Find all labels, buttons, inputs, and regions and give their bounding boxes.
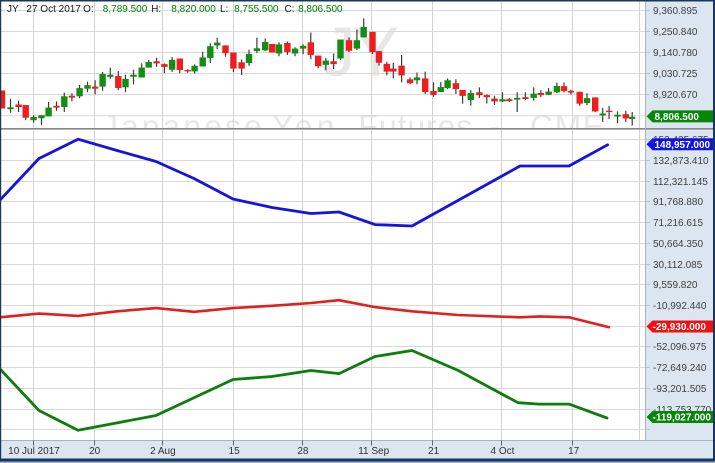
svg-text:-52,096.975: -52,096.975	[653, 342, 707, 353]
svg-text:-72,649.240: -72,649.240	[653, 363, 707, 374]
svg-text:21: 21	[428, 446, 440, 457]
svg-text:H:: H:	[151, 4, 161, 15]
svg-text:JY: JY	[7, 4, 19, 15]
svg-text:9,140.780: 9,140.780	[653, 48, 698, 59]
svg-text:-10,992.440: -10,992.440	[653, 301, 707, 312]
svg-text:8,820.000: 8,820.000	[171, 4, 216, 15]
svg-text:91,768.880: 91,768.880	[653, 197, 703, 208]
svg-text:20: 20	[89, 446, 101, 457]
svg-text:132,873.410: 132,873.410	[653, 156, 709, 167]
svg-text:71,216.615: 71,216.615	[653, 218, 703, 229]
svg-text:15: 15	[229, 446, 241, 457]
svg-text:9,030.725: 9,030.725	[653, 69, 698, 80]
svg-text:2 Aug: 2 Aug	[150, 446, 176, 457]
svg-text:30,112.085: 30,112.085	[653, 260, 703, 271]
svg-text:L:: L:	[220, 4, 228, 15]
svg-text:112,321.145: 112,321.145	[653, 177, 708, 188]
svg-text:148,957.000: 148,957.000	[655, 140, 711, 151]
svg-text:9,360.895: 9,360.895	[653, 6, 698, 17]
svg-text:-29,930.000: -29,930.000	[653, 322, 707, 333]
svg-text:50,664.350: 50,664.350	[653, 239, 703, 250]
svg-text:4 Oct: 4 Oct	[491, 446, 515, 457]
svg-text:9,250.840: 9,250.840	[653, 27, 698, 38]
svg-text:11 Sep: 11 Sep	[358, 446, 389, 457]
svg-text:28: 28	[297, 446, 309, 457]
svg-text:17: 17	[568, 446, 580, 457]
svg-text:27 Oct 2017: 27 Oct 2017	[26, 4, 81, 15]
svg-text:8,755.500: 8,755.500	[234, 4, 279, 15]
svg-text:O:: O:	[83, 4, 94, 15]
svg-text:JY: JY	[321, 13, 399, 91]
svg-text:-119,027.000: -119,027.000	[653, 413, 712, 424]
svg-text:8,789.500: 8,789.500	[103, 4, 148, 15]
svg-text:10 Jul 2017: 10 Jul 2017	[8, 446, 60, 457]
svg-text:9,559.820: 9,559.820	[653, 280, 698, 291]
svg-text:-93,201.505: -93,201.505	[653, 384, 707, 395]
svg-text:8,806.500: 8,806.500	[298, 4, 343, 15]
svg-text:C:: C:	[285, 4, 295, 15]
svg-text:-113,753.770: -113,753.770	[653, 405, 712, 416]
svg-text:8,806.500: 8,806.500	[655, 112, 700, 123]
svg-text:8,920.670: 8,920.670	[653, 90, 698, 101]
